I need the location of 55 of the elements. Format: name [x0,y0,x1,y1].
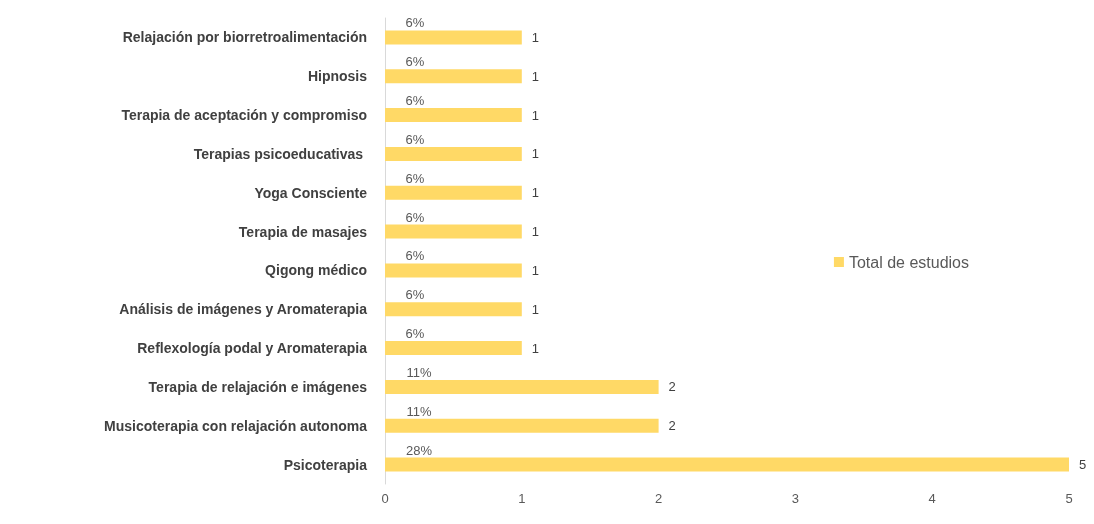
data-label: 1 [531,107,540,123]
annotation: 6% [405,248,425,264]
annotation: 11% [406,364,432,380]
y-tick-label: Relajación por biorretroalimentación [122,29,367,46]
bar [385,185,522,200]
data-label: 1 [531,68,540,84]
legend-label: Total de estudios [848,253,969,271]
data-label: 1 [531,29,540,45]
data-label: 2 [668,379,676,395]
x-tick-label: 5 [1065,491,1073,506]
data-label: 1 [531,340,540,356]
bar [385,146,522,161]
data-label: 1 [531,301,540,317]
bar [385,69,522,84]
annotation: 28% [405,442,433,458]
y-tick-label: Psicoterapia [283,456,368,473]
x-tick-label: 1 [518,491,526,506]
annotation: 6% [405,54,425,70]
annotation: 6% [405,93,425,109]
bar [385,302,522,317]
data-label: 5 [1079,457,1087,473]
y-tick-label: Musicoterapia con relajación autonoma [104,417,368,434]
y-tick-label: Reflexología podal y Aromaterapia [137,340,368,357]
y-tick-label: Qigong médico [265,262,367,279]
bar [385,224,522,239]
annotation: 6% [405,15,425,31]
data-label: 1 [531,146,540,162]
y-tick-label: Hipnosis [307,68,368,85]
data-label: 2 [668,418,676,434]
y-tick-label: Análisis de imágenes y Aromaterapia [119,301,368,318]
x-tick-label: 2 [654,491,663,506]
x-tick-label: 0 [381,491,389,506]
annotation: 6% [405,209,425,225]
y-tick-label: Terapia de relajación e imágenes [148,378,368,395]
y-tick-label: Terapia de masajes [238,223,368,240]
y-tick-label: Terapias psicoeducativas [193,145,367,162]
annotation: 6% [405,326,425,342]
y-tick-label: Yoga Consciente [254,184,368,201]
bar [385,341,522,356]
bar [385,108,522,123]
annotation: 6% [405,287,425,303]
x-tick-label: 4 [928,491,936,506]
y-tick-label: Terapia de aceptación y compromiso [121,107,367,124]
bar [385,30,522,45]
data-label: 1 [531,262,540,278]
x-tick-label: 3 [791,491,800,506]
bar [385,263,522,278]
bar [385,418,659,433]
annotation: 6% [405,170,425,186]
annotation: 11% [406,403,432,419]
data-label: 1 [531,224,540,240]
bar [385,457,1069,472]
bar [385,379,659,394]
data-label: 1 [531,185,540,201]
annotation: 6% [405,131,425,147]
